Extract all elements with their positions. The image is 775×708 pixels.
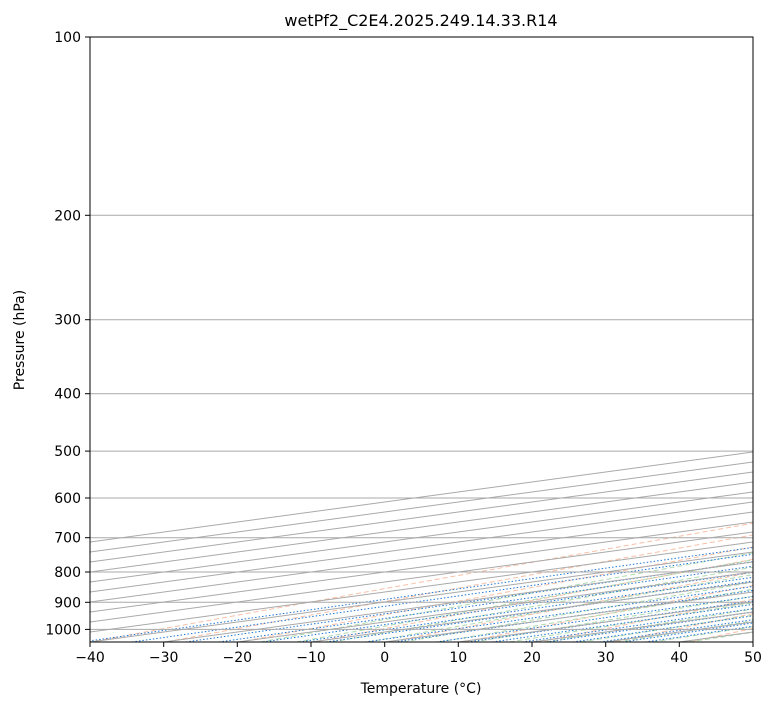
x-axis-label: Temperature (°C): [360, 681, 482, 697]
y-tick-label: 600: [54, 491, 81, 507]
moist-adiabat: [260, 552, 753, 642]
y-axis-label: Pressure (hPa): [12, 290, 28, 390]
x-tick-label: 0: [380, 650, 389, 666]
y-tick-label: 800: [54, 565, 81, 581]
isotherm-line: [90, 521, 753, 613]
y-tick-label: 300: [54, 313, 81, 329]
chart-title: wetPf2_C2E4.2025.249.14.33.R14: [284, 11, 557, 31]
x-tick-label: −40: [75, 650, 105, 666]
y-tick-label: 1000: [45, 622, 81, 638]
x-tick-label: 10: [449, 650, 467, 666]
mixing-ratio-line: [326, 580, 753, 642]
y-tick-label: 700: [54, 531, 81, 547]
mixing-ratio-line: [90, 546, 753, 642]
x-tick-label: −10: [296, 650, 326, 666]
plot-area: [90, 37, 753, 642]
dry-adiabat: [464, 585, 753, 642]
x-tick-label: 20: [523, 650, 541, 666]
x-tick-label: 50: [744, 650, 762, 666]
isotherm-line: [90, 481, 753, 573]
y-tick-label: 100: [54, 30, 81, 46]
y-tick-label: 500: [54, 444, 81, 460]
isotherm-line: [90, 461, 753, 553]
mixing-ratio-line: [131, 553, 753, 642]
x-tick-label: −20: [223, 650, 253, 666]
y-axis: 100 200 300 400 500 600 700 800 900 1000: [45, 30, 90, 638]
isotherm-line: [90, 451, 753, 543]
isotherm-line: [90, 491, 753, 583]
moist-adiabat: [296, 559, 753, 642]
x-tick-label: −30: [149, 650, 179, 666]
x-axis: −40 −30 −20 −10 0 10 20 30 40 50: [75, 642, 762, 666]
y-tick-label: 400: [54, 387, 81, 403]
plot-frame: [89, 36, 754, 643]
isotherm-line: [90, 471, 753, 563]
mixing-ratio-line: [436, 596, 753, 642]
moist-adiabat: [509, 602, 753, 642]
y-tick-label: 900: [54, 595, 81, 611]
isotherm-line: [90, 501, 753, 593]
isotherm-line: [90, 511, 753, 603]
grid-lines: [90, 37, 753, 642]
dry-adiabat: [538, 598, 753, 642]
x-tick-label: 40: [670, 650, 688, 666]
isotherm-line: [90, 531, 753, 623]
y-tick-label: 200: [54, 208, 81, 224]
mixing-ratio-line: [365, 585, 753, 642]
x-tick-label: 30: [597, 650, 615, 666]
